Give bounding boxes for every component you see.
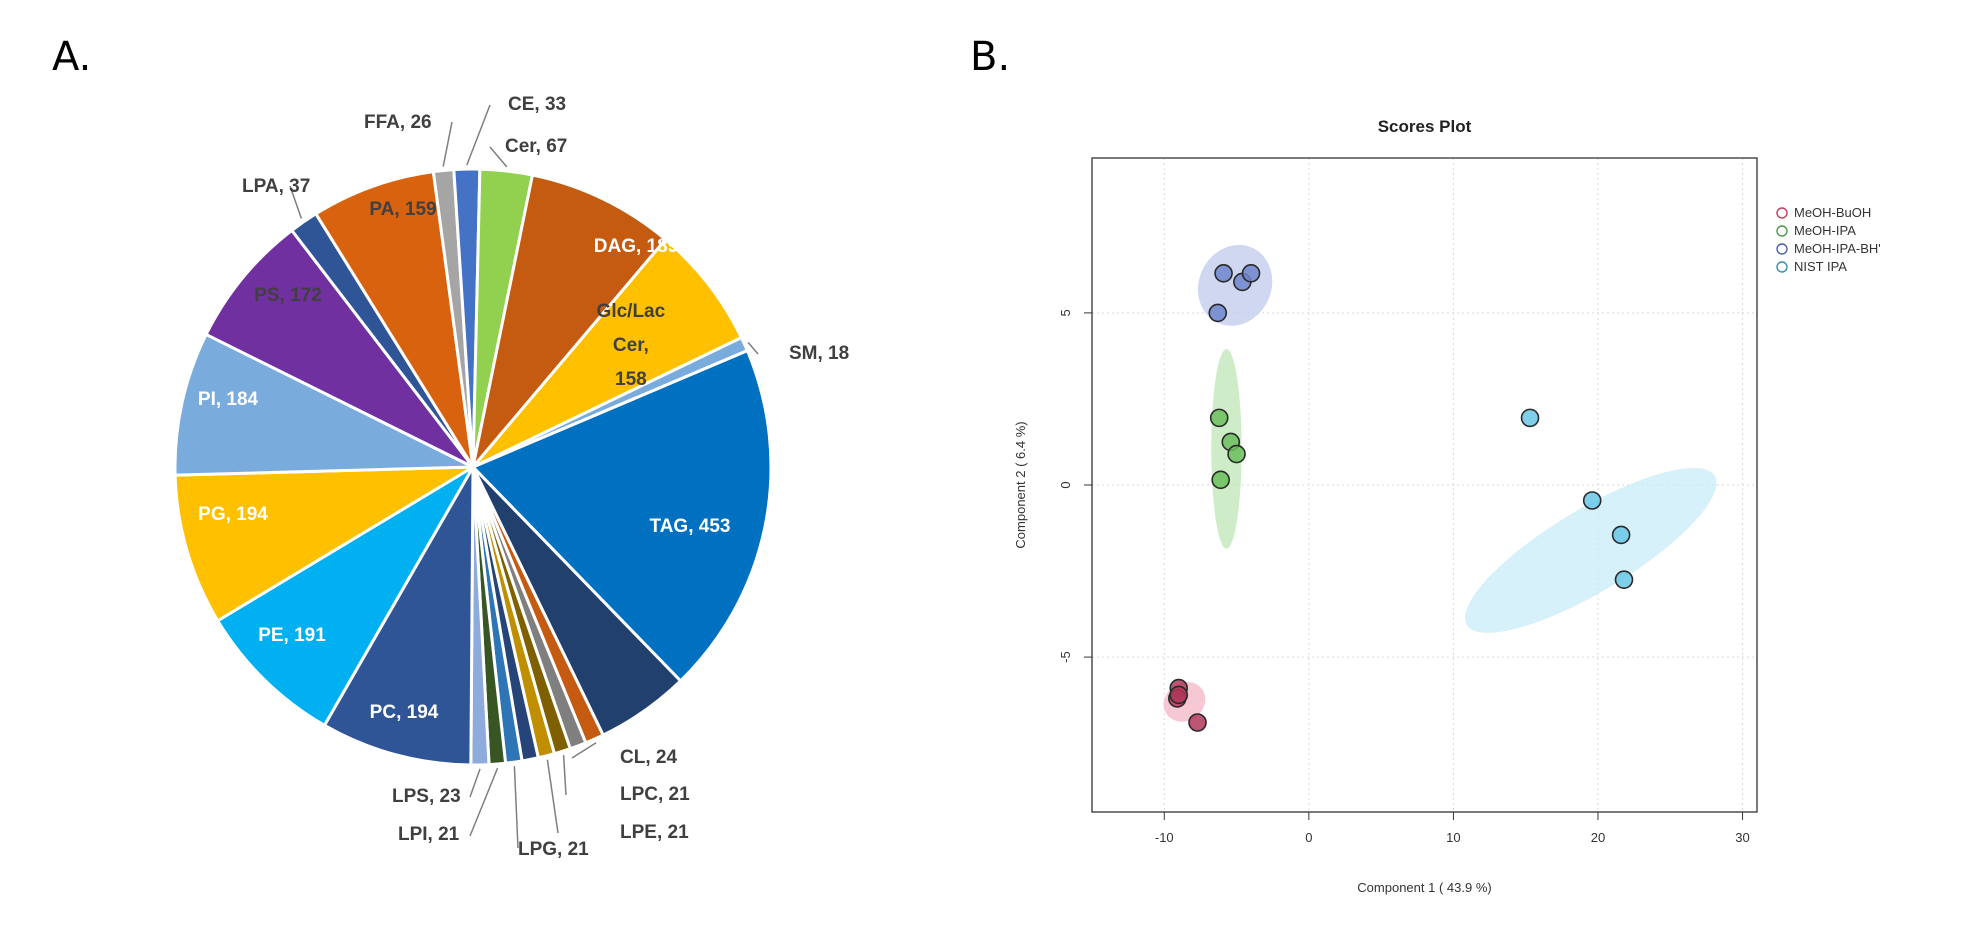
pie-label-lpc: LPC, 21	[620, 784, 690, 805]
legend-label-0: MeOH-BuOH	[1794, 205, 1871, 220]
score-point-1-3	[1211, 470, 1230, 490]
pie-leader-ce	[466, 104, 491, 166]
pie-label-lpe: LPE, 21	[620, 822, 689, 843]
pie-label-lpi: LPI, 21	[398, 824, 460, 845]
legend-marker-3	[1776, 261, 1788, 273]
x-tick-label-0: 0	[1305, 830, 1312, 845]
legend-marker-0	[1776, 207, 1788, 219]
score-point-2-0	[1214, 264, 1233, 283]
legend-label-3: NIST IPA	[1794, 259, 1847, 274]
pie-label-pi: PI, 184	[198, 389, 259, 410]
pie-leader-cer	[489, 146, 508, 168]
score-point-0-2	[1169, 685, 1189, 705]
legend-marker-1	[1776, 225, 1788, 237]
pie-leader-ffa	[442, 121, 453, 167]
pie-label-ce: CE, 33	[508, 94, 566, 115]
pie-slice-ps	[204, 228, 475, 469]
pie-leader-lpi	[469, 767, 499, 837]
pie-label-ffa: FFA, 26	[364, 112, 432, 133]
score-point-2-2	[1241, 264, 1261, 283]
scores-plot-title: Scores Plot	[1378, 117, 1472, 136]
pie-slice-pg	[173, 465, 479, 623]
pie-leader-lps	[469, 768, 481, 798]
y-tick-label-0: 0	[1058, 481, 1073, 488]
panel-a-label: A.	[52, 34, 92, 80]
pie-label-cer: Cer, 67	[505, 136, 567, 157]
score-point-3-1	[1582, 491, 1602, 510]
pie-leader-cl	[571, 742, 597, 759]
pie-label-pe: PE, 191	[258, 625, 326, 646]
pie-label-dag: DAG, 189	[594, 236, 678, 257]
score-point-3-0	[1520, 408, 1540, 428]
pie-label-sm: SM, 18	[789, 343, 849, 364]
pie-slice-pe	[215, 462, 478, 728]
pie-leader-lpc	[562, 755, 567, 796]
x-axis-label: Component 1 ( 43.9 %)	[1357, 880, 1491, 895]
pie-leader-lpa	[289, 185, 303, 219]
pie-leader-lpe	[546, 759, 559, 834]
pie-label-glc-lac-cer-line1: Cer,	[613, 335, 649, 356]
legend-label-2: MeOH-IPA-BH'	[1794, 241, 1881, 256]
pie-label-lpg: LPG, 21	[518, 839, 589, 860]
pie-slice-dag	[471, 173, 668, 468]
pie-leader-sm	[747, 341, 759, 355]
legend-marker-2	[1776, 243, 1788, 255]
pie-slice-glc-lac-cer	[471, 237, 744, 469]
pie-label-pa: PA, 159	[369, 199, 436, 220]
x-tick-label-30: 30	[1735, 830, 1749, 845]
pie-label-cl: CL, 24	[620, 747, 677, 768]
pie-label-glc-lac-cer-line2: 158	[615, 369, 647, 390]
panel-b-label: B.	[970, 34, 1011, 80]
y-tick-label-5: 5	[1058, 309, 1073, 316]
x-tick-label--10: -10	[1155, 830, 1174, 845]
legend-label-1: MeOH-IPA	[1794, 223, 1856, 238]
pie-label-glc-lac-cer-line0: Glc/Lac	[597, 301, 666, 322]
pie-label-pg: PG, 194	[198, 504, 268, 525]
y-axis-label: Component 2 ( 6.4 %)	[1013, 421, 1028, 548]
pie-slice-sm	[472, 335, 750, 469]
score-point-3-3	[1614, 570, 1634, 589]
pie-label-lps: LPS, 23	[392, 786, 461, 807]
pie-leader-lpg	[513, 766, 519, 849]
score-point-1-2	[1227, 444, 1246, 464]
pie-slice-pc	[322, 461, 475, 767]
pie-slice-pa	[313, 169, 475, 468]
score-point-3-2	[1611, 525, 1631, 545]
pie-label-tag: TAG, 453	[650, 516, 731, 537]
pie-slice-tag	[470, 348, 773, 684]
pie-label-ps: PS, 172	[254, 285, 322, 306]
pie-label-pc: PC, 194	[370, 702, 439, 723]
pie-label-lpa: LPA, 37	[242, 176, 310, 197]
score-point-0-3	[1188, 713, 1207, 732]
confidence-ellipse-3	[1465, 467, 1717, 633]
score-point-1-0	[1209, 408, 1229, 428]
x-tick-label-20: 20	[1591, 830, 1605, 845]
x-tick-label-10: 10	[1446, 830, 1460, 845]
score-point-2-3	[1208, 303, 1228, 323]
y-tick-label--5: -5	[1058, 651, 1073, 663]
pie-slice-pi	[173, 332, 474, 477]
